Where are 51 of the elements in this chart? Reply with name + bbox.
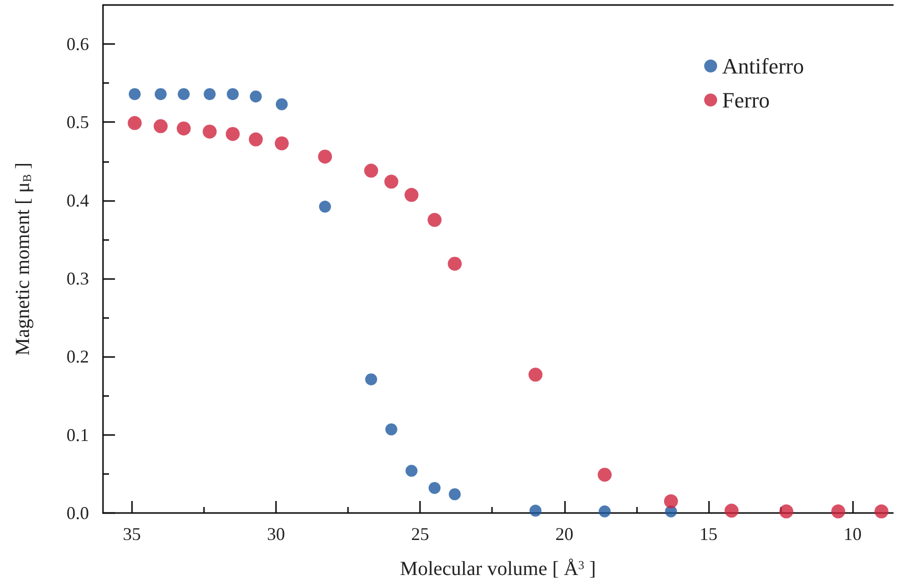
point [384, 174, 398, 189]
point [202, 124, 217, 139]
x-tick-label: 25 [411, 524, 430, 544]
point [406, 464, 418, 477]
point [176, 121, 191, 136]
x-tick-label: 15 [699, 524, 718, 544]
point [248, 132, 263, 146]
x-tick-label: 10 [844, 524, 862, 544]
point [128, 116, 142, 130]
y-tick-label: 0.4 [66, 190, 89, 210]
y-axis-title: Magnetic moment [ μB ] [12, 162, 34, 356]
point [319, 200, 332, 213]
point [779, 504, 794, 518]
point [154, 88, 167, 100]
point [428, 482, 441, 494]
point [664, 494, 678, 508]
point [276, 98, 288, 110]
point [448, 256, 462, 271]
point [365, 373, 378, 386]
point [318, 150, 332, 164]
point [128, 88, 141, 100]
point [529, 504, 542, 517]
point [226, 126, 240, 141]
point [226, 88, 239, 100]
point [448, 488, 461, 500]
y-tick-label: 0.6 [66, 34, 89, 54]
point [178, 88, 190, 100]
y-tick-label: 0.2 [66, 346, 89, 367]
point [204, 88, 216, 100]
point [385, 423, 398, 436]
y-tick-label: 0.0 [66, 503, 89, 523]
point [250, 90, 262, 102]
point [404, 188, 419, 202]
y-tick-label: 0.1 [66, 424, 89, 445]
point [364, 164, 378, 178]
point [598, 505, 611, 518]
point [874, 504, 888, 518]
point [528, 368, 542, 382]
legend-label: Antiferro [722, 54, 804, 78]
y-tick-label: 0.5 [66, 112, 89, 132]
point [274, 136, 289, 150]
legend-label: Ferro [722, 88, 770, 112]
point [598, 468, 612, 482]
y-tick-label: 0.3 [66, 268, 89, 289]
x-tick-label: 20 [555, 524, 574, 544]
x-tick-label: 35 [122, 524, 141, 544]
x-tick-label: 30 [266, 524, 285, 544]
point [154, 119, 168, 134]
point [428, 212, 442, 227]
point [831, 504, 846, 518]
point [724, 504, 739, 518]
